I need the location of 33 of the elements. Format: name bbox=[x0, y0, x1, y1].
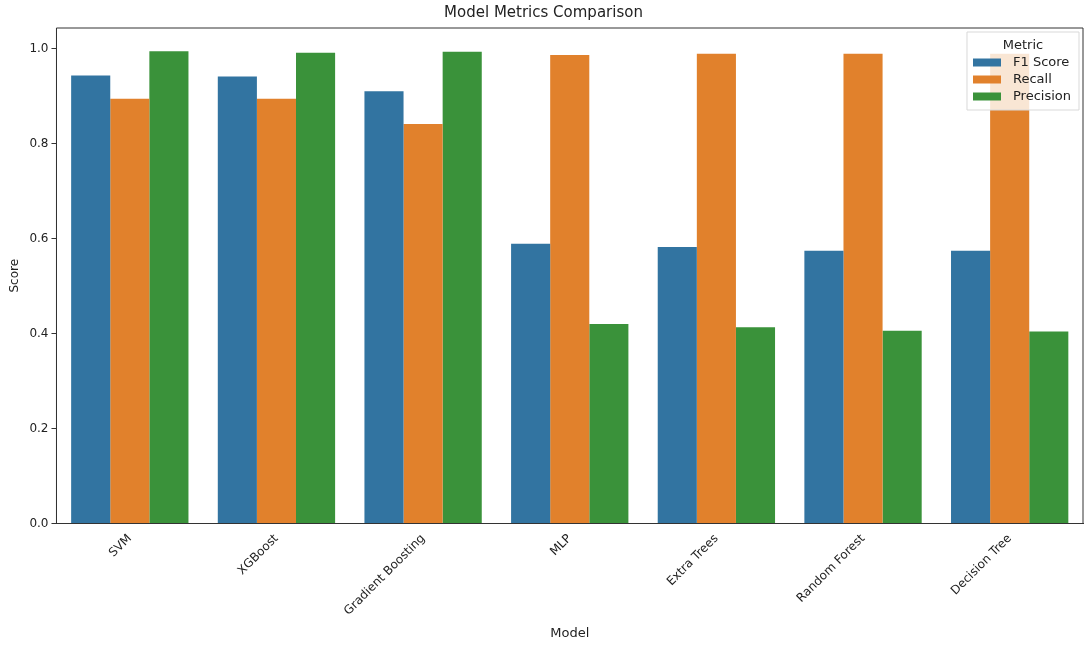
y-axis-title: Score bbox=[7, 258, 22, 293]
bar bbox=[149, 51, 189, 524]
legend-label: Precision bbox=[1013, 87, 1072, 103]
bar bbox=[217, 76, 257, 524]
bar bbox=[511, 243, 551, 524]
bar bbox=[364, 91, 404, 524]
bar bbox=[71, 75, 111, 524]
y-tick-label: 0.8 bbox=[29, 135, 49, 150]
legend-label: Recall bbox=[1013, 70, 1052, 86]
bar bbox=[882, 330, 922, 524]
chart-title: Model Metrics Comparison bbox=[444, 2, 643, 21]
bar bbox=[110, 98, 150, 524]
y-tick-label: 0.0 bbox=[29, 515, 49, 530]
bar bbox=[1029, 331, 1069, 524]
y-tick-label: 0.2 bbox=[29, 420, 49, 435]
bar bbox=[843, 53, 883, 524]
legend-title: Metric bbox=[1002, 36, 1044, 52]
bar bbox=[550, 55, 590, 524]
bar bbox=[256, 98, 296, 524]
y-tick-label: 0.6 bbox=[29, 230, 49, 245]
bar bbox=[657, 247, 697, 524]
bar bbox=[403, 123, 443, 524]
y-tick-label: 0.4 bbox=[29, 325, 49, 340]
bar bbox=[296, 52, 336, 524]
bar bbox=[589, 323, 629, 524]
bar bbox=[951, 250, 991, 524]
legend-label: F1 Score bbox=[1013, 53, 1070, 69]
x-axis-title: Model bbox=[550, 624, 590, 640]
y-tick-label: 1.0 bbox=[29, 40, 49, 55]
bar bbox=[804, 250, 844, 524]
bar bbox=[696, 53, 736, 524]
bar bbox=[735, 327, 776, 524]
bar bbox=[442, 51, 482, 524]
